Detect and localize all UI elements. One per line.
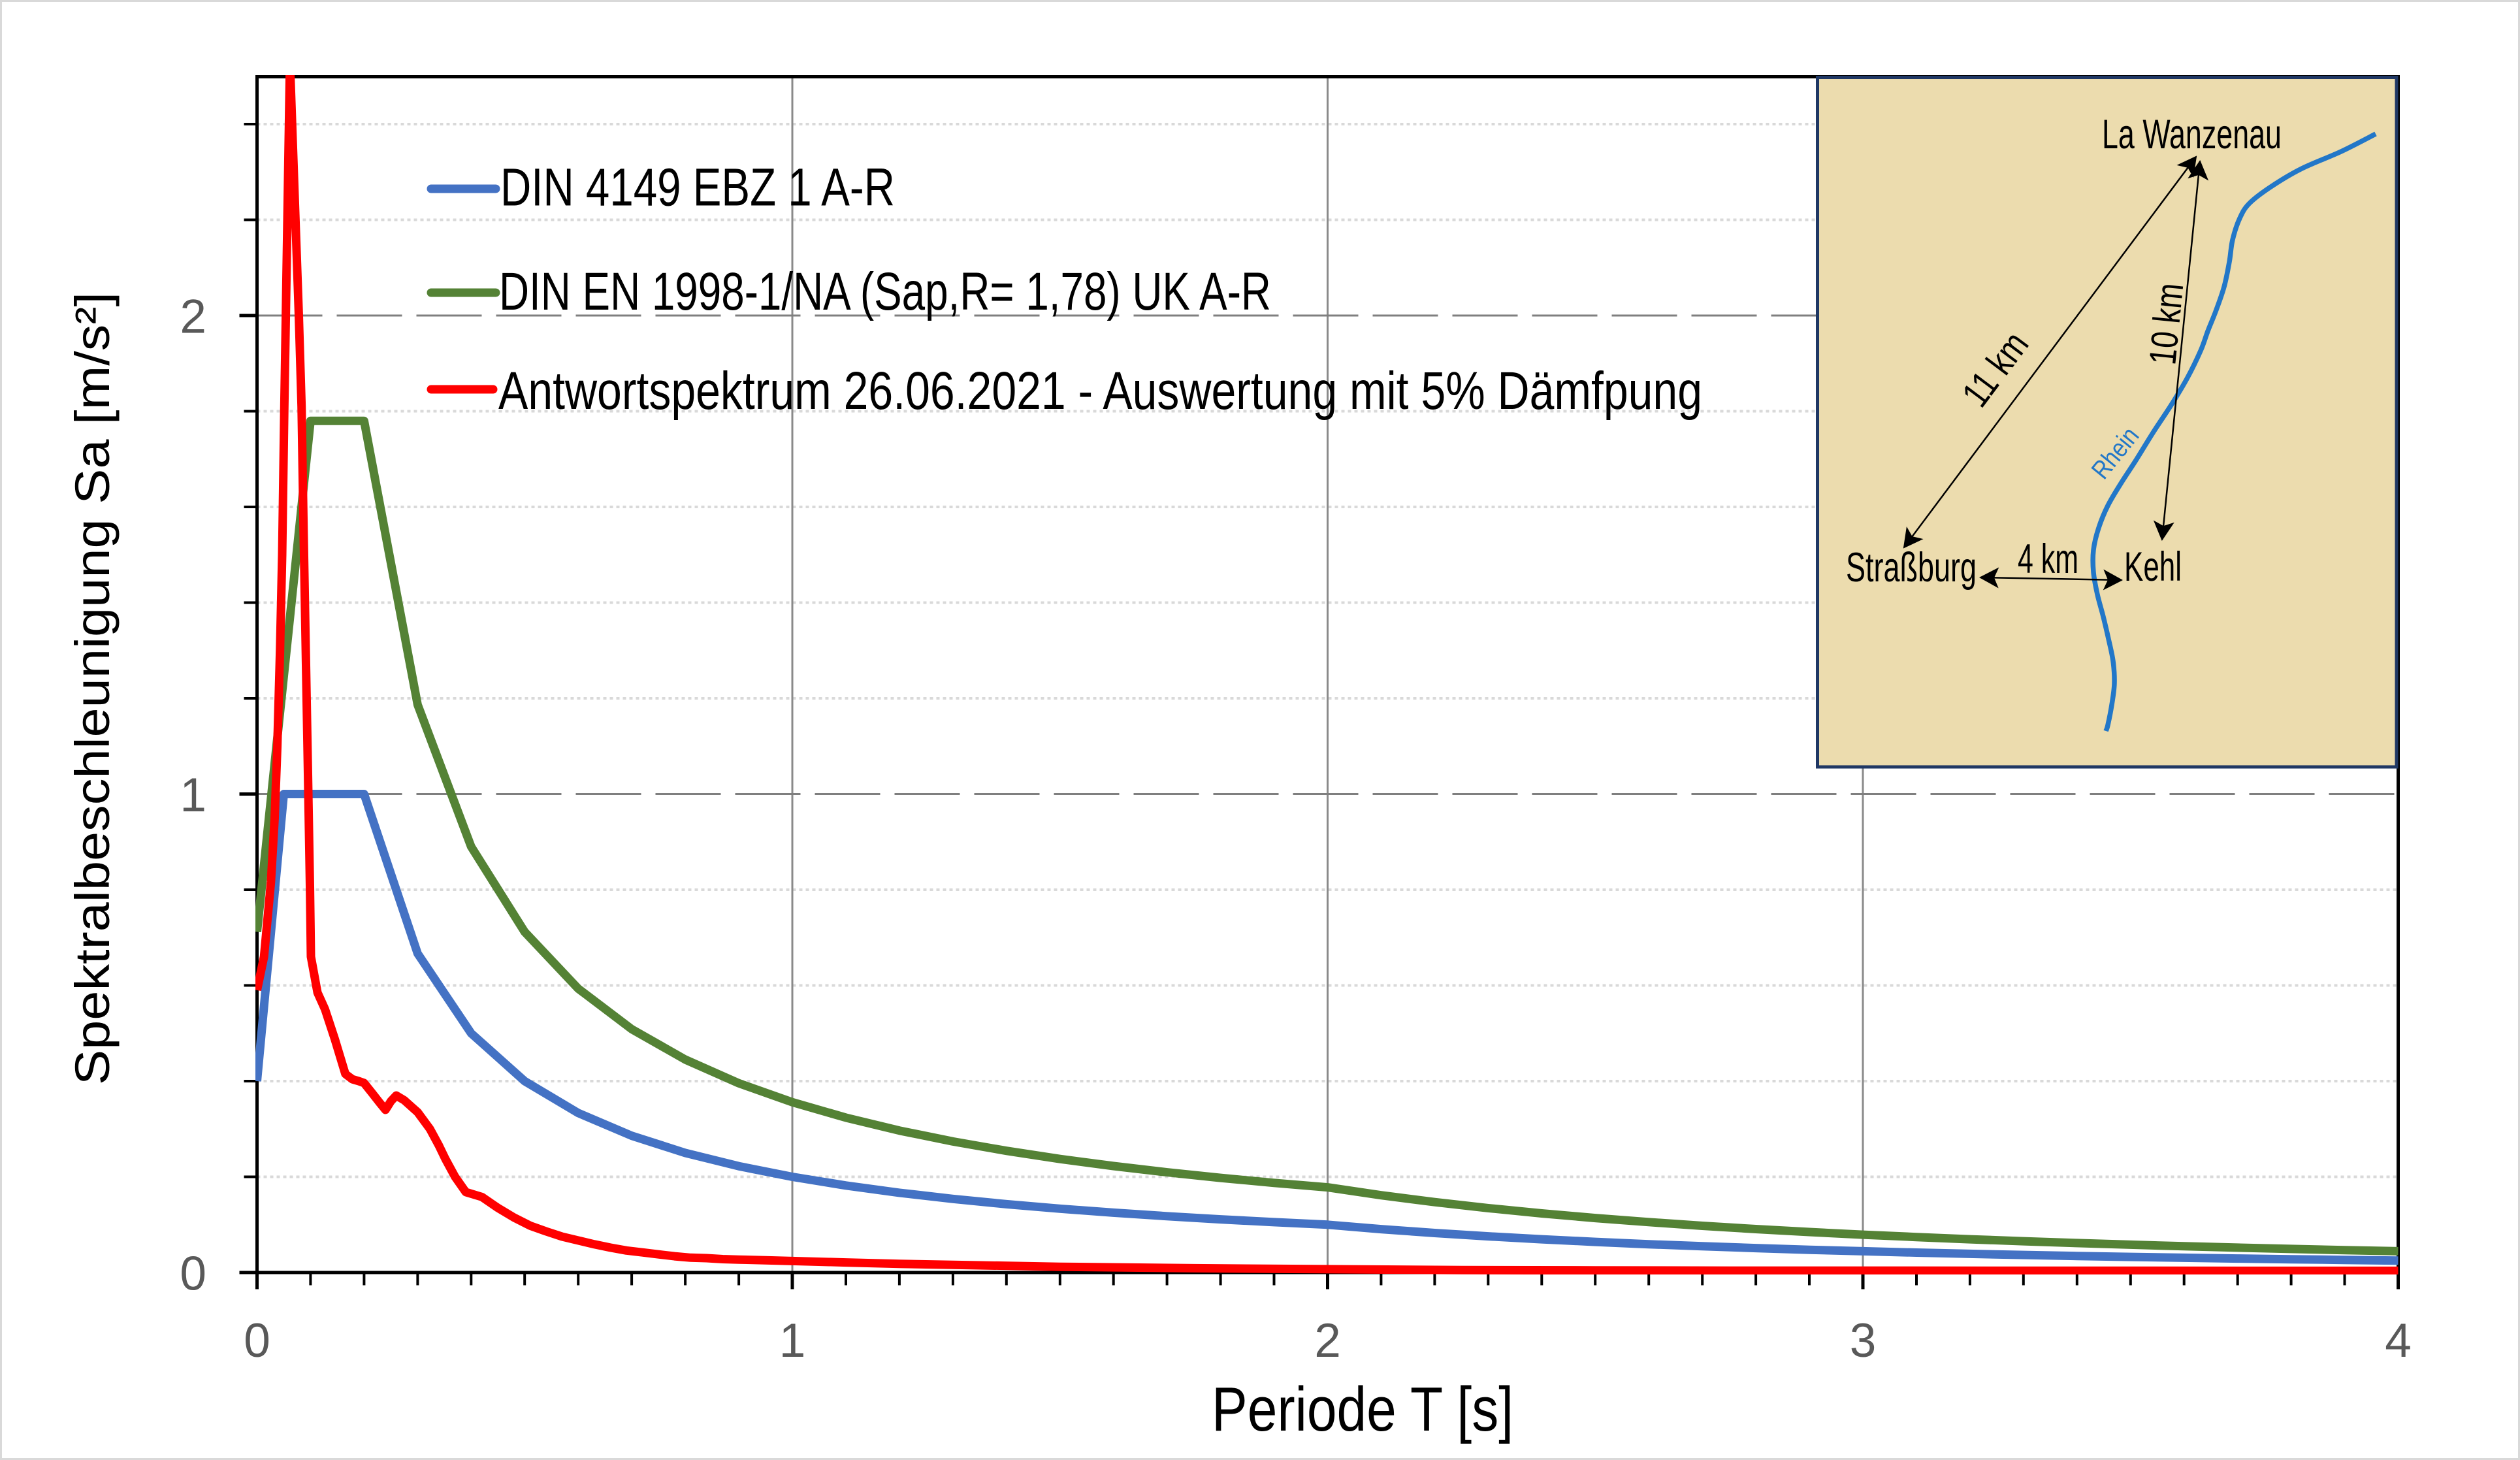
svg-text:0: 0 (244, 1314, 270, 1367)
svg-text:4 km: 4 km (2018, 536, 2078, 582)
svg-text:Kehl: Kehl (2124, 544, 2182, 590)
svg-text:3: 3 (1850, 1314, 1877, 1367)
svg-text:Straßburg: Straßburg (1846, 545, 1977, 591)
svg-text:2: 2 (180, 291, 206, 344)
svg-text:La Wanzenau: La Wanzenau (2102, 112, 2282, 157)
svg-text:Antwortspektrum 26.06.2021 - A: Antwortspektrum 26.06.2021 - Auswertung … (498, 361, 1702, 421)
svg-text:Periode T [s]: Periode T [s] (1212, 1374, 1513, 1444)
svg-text:DIN EN 1998-1/NA (Sap,R= 1,78): DIN EN 1998-1/NA (Sap,R= 1,78) UK A-R (499, 262, 1271, 321)
svg-text:4: 4 (2385, 1314, 2412, 1367)
svg-text:Spektralbeschleunigung Sa [m/s: Spektralbeschleunigung Sa [m/s²] (65, 292, 120, 1085)
svg-text:DIN 4149 EBZ 1 A-R: DIN 4149 EBZ 1 A-R (500, 158, 895, 218)
svg-text:1: 1 (180, 769, 206, 822)
svg-text:1: 1 (779, 1314, 806, 1367)
svg-text:0: 0 (180, 1248, 206, 1301)
svg-text:2: 2 (1314, 1314, 1341, 1367)
svg-text:10 km: 10 km (2141, 281, 2191, 366)
